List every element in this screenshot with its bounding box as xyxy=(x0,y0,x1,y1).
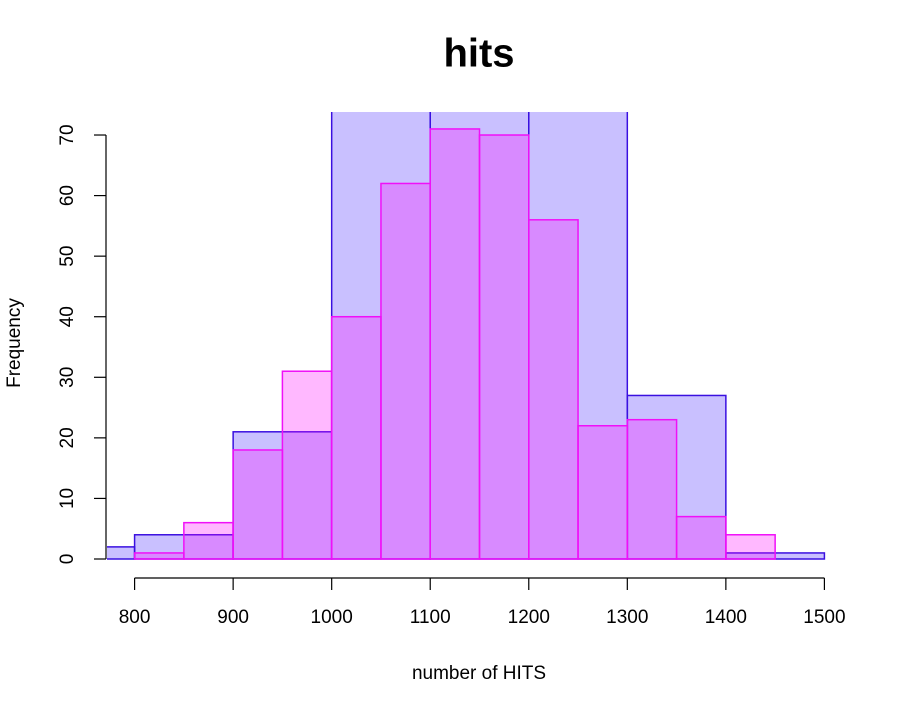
bar xyxy=(133,552,185,560)
bar xyxy=(281,370,333,560)
x-tick-label: 800 xyxy=(119,607,151,628)
y-axis-label: Frequency xyxy=(4,298,25,388)
x-tick-label: 1200 xyxy=(508,607,550,628)
x-tick-label: 900 xyxy=(217,607,249,628)
x-tick-label: 1400 xyxy=(705,607,747,628)
bar xyxy=(725,534,776,560)
x-tick-label: 1000 xyxy=(311,607,353,628)
y-tick-label: 10 xyxy=(57,488,78,509)
bar xyxy=(478,134,530,560)
bar xyxy=(528,219,579,560)
y-tick-label: 70 xyxy=(57,124,78,145)
x-tick-label: 1300 xyxy=(606,607,648,628)
bar xyxy=(429,128,481,560)
bar xyxy=(183,521,234,560)
bar xyxy=(675,515,727,560)
bar xyxy=(232,449,284,560)
y-tick-label: 20 xyxy=(57,427,78,448)
x-tick-label: 1100 xyxy=(410,607,451,628)
bars xyxy=(107,112,826,560)
bar xyxy=(626,418,678,560)
y-tick-label: 30 xyxy=(57,367,78,388)
bar xyxy=(380,182,431,560)
y-tick-label: 60 xyxy=(57,185,78,206)
chart-title: hits xyxy=(443,32,514,76)
y-tick-label: 50 xyxy=(57,246,78,267)
bar xyxy=(330,315,382,560)
bar xyxy=(107,546,136,560)
y-tick-label: 0 xyxy=(57,554,78,565)
x-tick-label: 1500 xyxy=(803,607,845,628)
bar xyxy=(577,424,629,560)
y-tick-label: 40 xyxy=(57,306,78,327)
x-axis-label: number of HITS xyxy=(412,663,546,684)
